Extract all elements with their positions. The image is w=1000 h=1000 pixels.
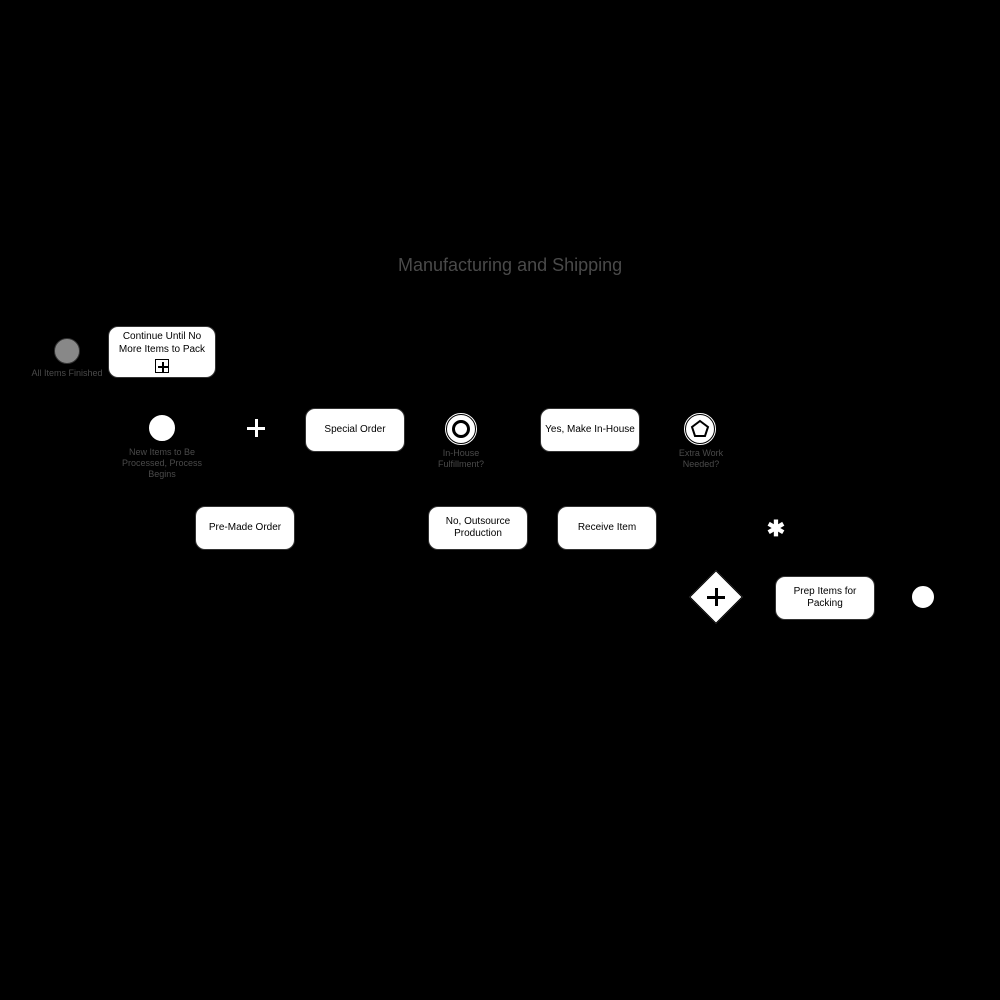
evt_extra_work-label: Extra Work Needed? [666, 448, 736, 470]
task_premade: Pre-Made Order [195, 506, 295, 550]
asterisk-icon: ✱ [757, 510, 795, 548]
plus-icon [697, 578, 735, 616]
task_special: Special Order [305, 408, 405, 452]
task_premade-text: Pre-Made Order [209, 522, 281, 535]
gw_complex: ✱ [757, 510, 795, 548]
evt_all_finished [54, 338, 80, 364]
gw_parallel_2 [697, 578, 735, 616]
evt_new_items-label: New Items to Be Processed, Process Begin… [112, 447, 212, 479]
task_receive: Receive Item [557, 506, 657, 550]
evt_extra_work [683, 412, 717, 446]
task_yes_inhouse: Yes, Make In-House [540, 408, 640, 452]
pentagon-icon [690, 419, 710, 439]
task_special-text: Special Order [324, 424, 385, 437]
task_outsource: No, Outsource Production [428, 506, 528, 550]
task_continue-text: Continue Until No More Items to Pack [113, 331, 211, 356]
task_prep-text: Prep Items for Packing [780, 586, 870, 611]
task_yes_inhouse-text: Yes, Make In-House [545, 424, 635, 437]
plus-icon [237, 409, 275, 447]
ring-icon [452, 420, 470, 438]
evt_all_finished-label: All Items Finished [22, 368, 112, 379]
task_outsource-text: No, Outsource Production [433, 516, 523, 541]
evt_inhouse_q-label: In-House Fulfillment? [426, 448, 496, 470]
evt_end [908, 582, 938, 612]
diagram-canvas: Manufacturing and Shipping All Items Fin… [0, 0, 1000, 1000]
subprocess-marker-icon [155, 359, 169, 373]
task_continue: Continue Until No More Items to Pack [108, 326, 216, 378]
task_receive-text: Receive Item [578, 522, 636, 535]
task_prep: Prep Items for Packing [775, 576, 875, 620]
diagram-title: Manufacturing and Shipping [398, 255, 622, 276]
evt_inhouse_q [444, 412, 478, 446]
gw_parallel_1 [237, 409, 275, 447]
evt_new_items [147, 413, 177, 443]
